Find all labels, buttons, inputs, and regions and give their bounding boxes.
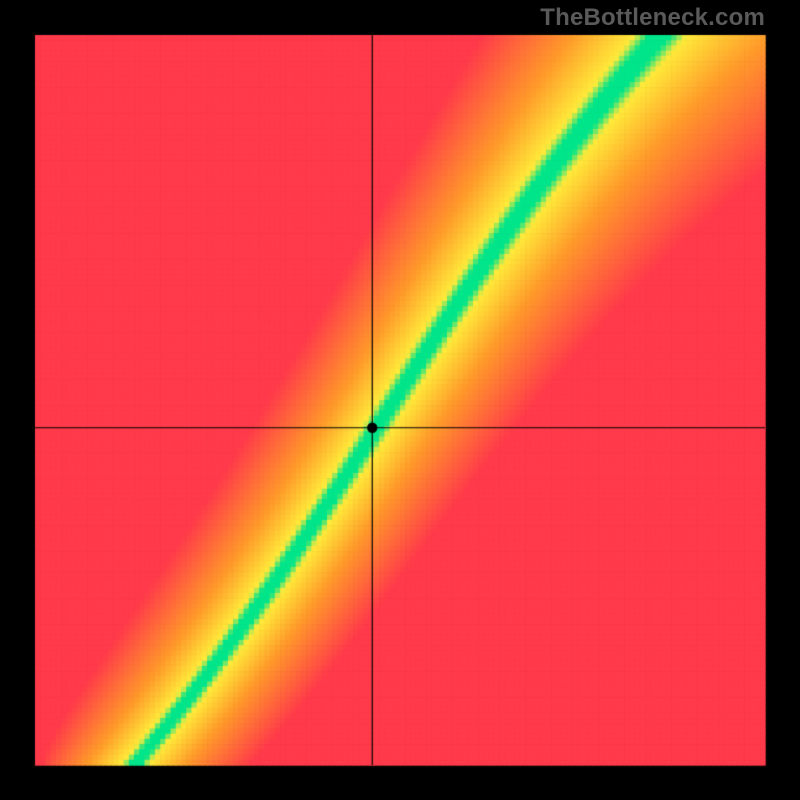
watermark-text: TheBottleneck.com xyxy=(540,4,765,32)
crosshair-overlay xyxy=(0,0,800,800)
